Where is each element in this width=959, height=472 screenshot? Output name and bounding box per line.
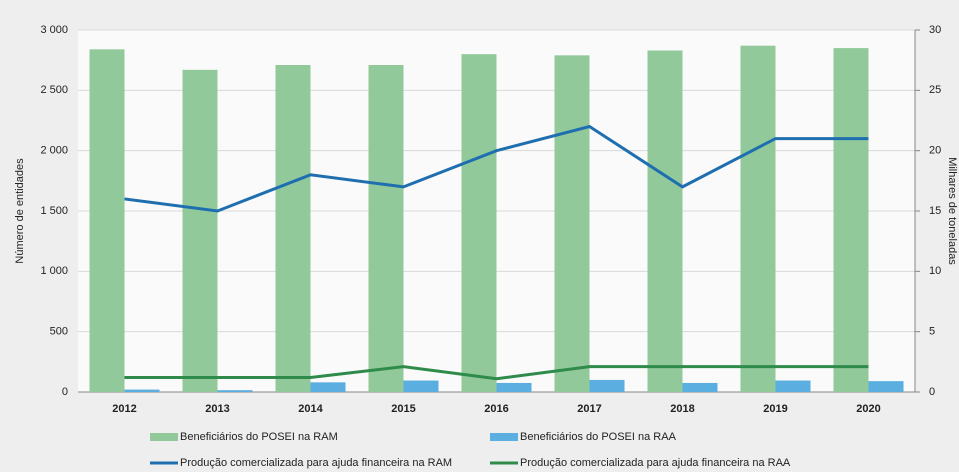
x-tick-label: 2013 — [205, 403, 229, 415]
bar — [89, 49, 125, 392]
legend-label: Produção comercializada para ajuda finan… — [520, 457, 791, 469]
y2-tick-label: 30 — [929, 24, 941, 36]
bar — [647, 50, 683, 392]
bar — [554, 55, 590, 393]
bar — [275, 64, 311, 392]
y2-tick-label: 15 — [929, 205, 941, 217]
y-tick-label: 3 000 — [40, 24, 68, 36]
legend-label: Beneficiários do POSEI na RAA — [520, 431, 677, 443]
x-tick-label: 2019 — [763, 403, 787, 415]
x-tick-label: 2018 — [670, 403, 694, 415]
x-tick-label: 2012 — [112, 403, 136, 415]
x-tick-label: 2014 — [298, 403, 323, 415]
bar — [589, 379, 625, 392]
y2-tick-label: 10 — [929, 265, 941, 277]
bar — [182, 69, 218, 392]
x-tick-label: 2015 — [391, 403, 415, 415]
legend-swatch — [150, 433, 178, 441]
bar — [368, 64, 404, 392]
y-tick-label: 2 500 — [40, 84, 68, 96]
y-tick-label: 2 000 — [40, 145, 68, 157]
legend-label: Produção comercializada para ajuda finan… — [180, 457, 452, 469]
y2-tick-label: 0 — [929, 386, 935, 398]
bar — [461, 54, 497, 393]
bar — [775, 380, 811, 392]
x-tick-label: 2017 — [577, 403, 601, 415]
y-axis-label: Número de entidades — [14, 158, 26, 264]
legend-swatch — [490, 433, 518, 441]
bar — [124, 389, 160, 392]
legend-label: Beneficiários do POSEI na RAM — [180, 431, 338, 443]
y-tick-label: 1 500 — [40, 205, 68, 217]
y-tick-label: 0 — [62, 386, 68, 398]
bar — [310, 382, 346, 392]
bar — [682, 382, 718, 392]
y2-tick-label: 5 — [929, 326, 935, 338]
y-tick-label: 1 000 — [40, 265, 68, 277]
y2-tick-label: 20 — [929, 145, 941, 157]
bar — [217, 390, 253, 392]
bar — [868, 381, 904, 392]
bar — [833, 48, 869, 392]
y2-axis-label: Milhares de toneladas — [946, 157, 958, 265]
line — [124, 365, 869, 381]
line — [124, 124, 869, 213]
bar — [740, 45, 776, 392]
y-tick-label: 500 — [50, 326, 68, 338]
y2-tick-label: 25 — [929, 84, 941, 96]
x-tick-label: 2020 — [856, 403, 880, 415]
bar — [496, 382, 532, 392]
x-tick-label: 2016 — [484, 403, 508, 415]
bar — [403, 380, 439, 392]
